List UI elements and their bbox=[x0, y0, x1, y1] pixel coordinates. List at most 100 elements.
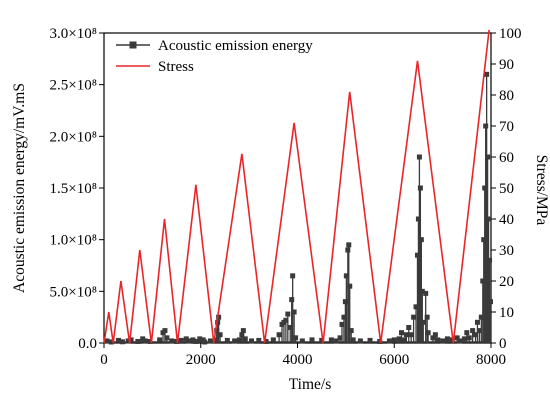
x-tick-label: 2000 bbox=[186, 352, 216, 368]
acoustic-emission-point bbox=[240, 328, 246, 334]
acoustic-emission-point bbox=[350, 337, 356, 343]
acoustic-emission-point bbox=[256, 337, 262, 343]
acoustic-emission-point bbox=[473, 332, 479, 338]
acoustic-emission-point bbox=[224, 337, 230, 343]
acoustic-emission-point bbox=[425, 330, 431, 336]
acoustic-emission-point bbox=[319, 337, 325, 343]
acoustic-emission-point bbox=[485, 154, 491, 160]
y-right-tick-label: 0 bbox=[499, 336, 507, 352]
acoustic-emission-point bbox=[345, 247, 351, 253]
acoustic-emission-point bbox=[190, 337, 196, 343]
y-right-tick-label: 20 bbox=[499, 274, 514, 290]
acoustic-emission-point bbox=[186, 338, 192, 344]
acoustic-emission-point bbox=[386, 338, 392, 344]
y-left-tick-label: 1.0×10⁸ bbox=[50, 233, 97, 249]
acoustic-emission-point bbox=[478, 314, 484, 320]
acoustic-emission-point bbox=[423, 290, 429, 296]
x-tick-label: 6000 bbox=[379, 352, 409, 368]
acoustic-emission-point bbox=[457, 338, 463, 344]
acoustic-emission-point bbox=[270, 337, 276, 343]
acoustic-emission-point bbox=[488, 299, 494, 305]
acoustic-emission-point bbox=[197, 336, 203, 342]
acoustic-emission-series bbox=[104, 71, 494, 345]
acoustic-emission-point bbox=[483, 123, 489, 129]
legend-label-acoustic: Acoustic emission energy bbox=[158, 38, 313, 54]
acoustic-emission-point bbox=[470, 328, 476, 334]
y-right-axis-title: Stress/MPa bbox=[533, 155, 550, 226]
y-left-tick-label: 1.5×10⁸ bbox=[50, 181, 97, 197]
acoustic-emission-point bbox=[309, 337, 315, 343]
acoustic-emission-point bbox=[236, 337, 242, 343]
acoustic-emission-point bbox=[239, 332, 245, 338]
acoustic-emission-point bbox=[212, 337, 218, 343]
acoustic-emission-point bbox=[242, 336, 248, 342]
acoustic-emission-point bbox=[339, 321, 345, 327]
acoustic-emission-point bbox=[164, 335, 170, 341]
acoustic-emission-point bbox=[401, 337, 407, 343]
stress-series bbox=[103, 29, 490, 344]
legend: Acoustic emission energy Stress bbox=[116, 38, 313, 75]
acoustic-emission-point bbox=[142, 338, 148, 344]
acoustic-emission-point bbox=[420, 319, 426, 325]
y-left-tick-label: 0.0 bbox=[78, 336, 97, 352]
acoustic-emission-point bbox=[263, 338, 269, 344]
acoustic-emission-point bbox=[357, 338, 363, 344]
acoustic-emission-point bbox=[147, 338, 153, 344]
acoustic-emission-point bbox=[289, 297, 295, 303]
legend-label-stress: Stress bbox=[158, 59, 194, 75]
acoustic-emission-point bbox=[291, 309, 297, 315]
acoustic-emission-point bbox=[249, 338, 255, 344]
acoustic-emission-point bbox=[466, 335, 472, 341]
acoustic-emission-point bbox=[415, 216, 421, 222]
acoustic-emission-point bbox=[178, 337, 184, 343]
y-right-tick-label: 90 bbox=[499, 57, 514, 73]
y-right-tick-label: 100 bbox=[499, 26, 522, 42]
acoustic-emission-point bbox=[169, 338, 175, 344]
acoustic-emission-point bbox=[419, 288, 425, 294]
x-tick-label: 4000 bbox=[283, 352, 313, 368]
acoustic-emission-point bbox=[337, 335, 343, 341]
acoustic-emission-point bbox=[116, 337, 122, 343]
y-right-axis-ticks: 0 10 20 30 40 50 60 70 80 90 100 bbox=[491, 26, 522, 352]
y-left-axis-ticks: 0.0 5.0×10⁸ 1.0×10⁸ 1.5×10⁸ 2.0×10⁸ 2.5×10⁸ 3.… bbox=[50, 26, 104, 352]
acoustic-emission-point bbox=[424, 314, 430, 320]
acoustic-emission-point bbox=[348, 328, 354, 334]
acoustic-emission-point bbox=[482, 185, 488, 191]
acoustic-emission-point bbox=[444, 336, 450, 342]
legend-marker-acoustic bbox=[129, 41, 137, 49]
acoustic-emission-point bbox=[346, 242, 352, 248]
y-right-tick-label: 60 bbox=[499, 150, 514, 166]
acoustic-emission-point bbox=[464, 330, 470, 336]
acoustic-emission-point bbox=[413, 304, 419, 310]
acoustic-emission-point bbox=[486, 216, 492, 222]
acoustic-emission-point bbox=[157, 337, 163, 343]
acoustic-emission-point bbox=[399, 330, 405, 336]
x-tick-label: 8000 bbox=[476, 352, 506, 368]
acoustic-emission-point bbox=[408, 332, 414, 338]
acoustic-emission-point bbox=[440, 338, 446, 344]
acoustic-emission-point bbox=[474, 319, 480, 325]
acoustic-emission-point bbox=[391, 337, 397, 343]
acoustic-emission-point bbox=[484, 71, 490, 77]
acoustic-emission-point bbox=[285, 311, 291, 317]
acoustic-emission-point bbox=[119, 339, 125, 345]
acoustic-emission-point bbox=[480, 278, 486, 284]
y-right-tick-label: 30 bbox=[499, 243, 514, 259]
y-right-tick-label: 10 bbox=[499, 305, 514, 321]
acoustic-emission-point bbox=[403, 332, 409, 338]
y-left-axis-title: Acoustic emission energy/mV.mS bbox=[11, 83, 28, 293]
acoustic-emission-point bbox=[104, 338, 110, 344]
acoustic-emission-point bbox=[414, 252, 420, 258]
acoustic-emission-point bbox=[454, 335, 460, 341]
acoustic-emission-point bbox=[417, 185, 423, 191]
acoustic-emission-point bbox=[299, 338, 305, 344]
series-layer bbox=[103, 29, 494, 345]
acoustic-emission-point bbox=[487, 257, 493, 263]
acoustic-emission-point bbox=[342, 299, 348, 305]
acoustic-emission-point bbox=[333, 338, 339, 344]
y-right-tick-label: 50 bbox=[499, 181, 514, 197]
y-left-tick-label: 2.5×10⁸ bbox=[50, 78, 97, 94]
acoustic-emission-point bbox=[341, 314, 347, 320]
acoustic-emission-point bbox=[347, 283, 353, 289]
